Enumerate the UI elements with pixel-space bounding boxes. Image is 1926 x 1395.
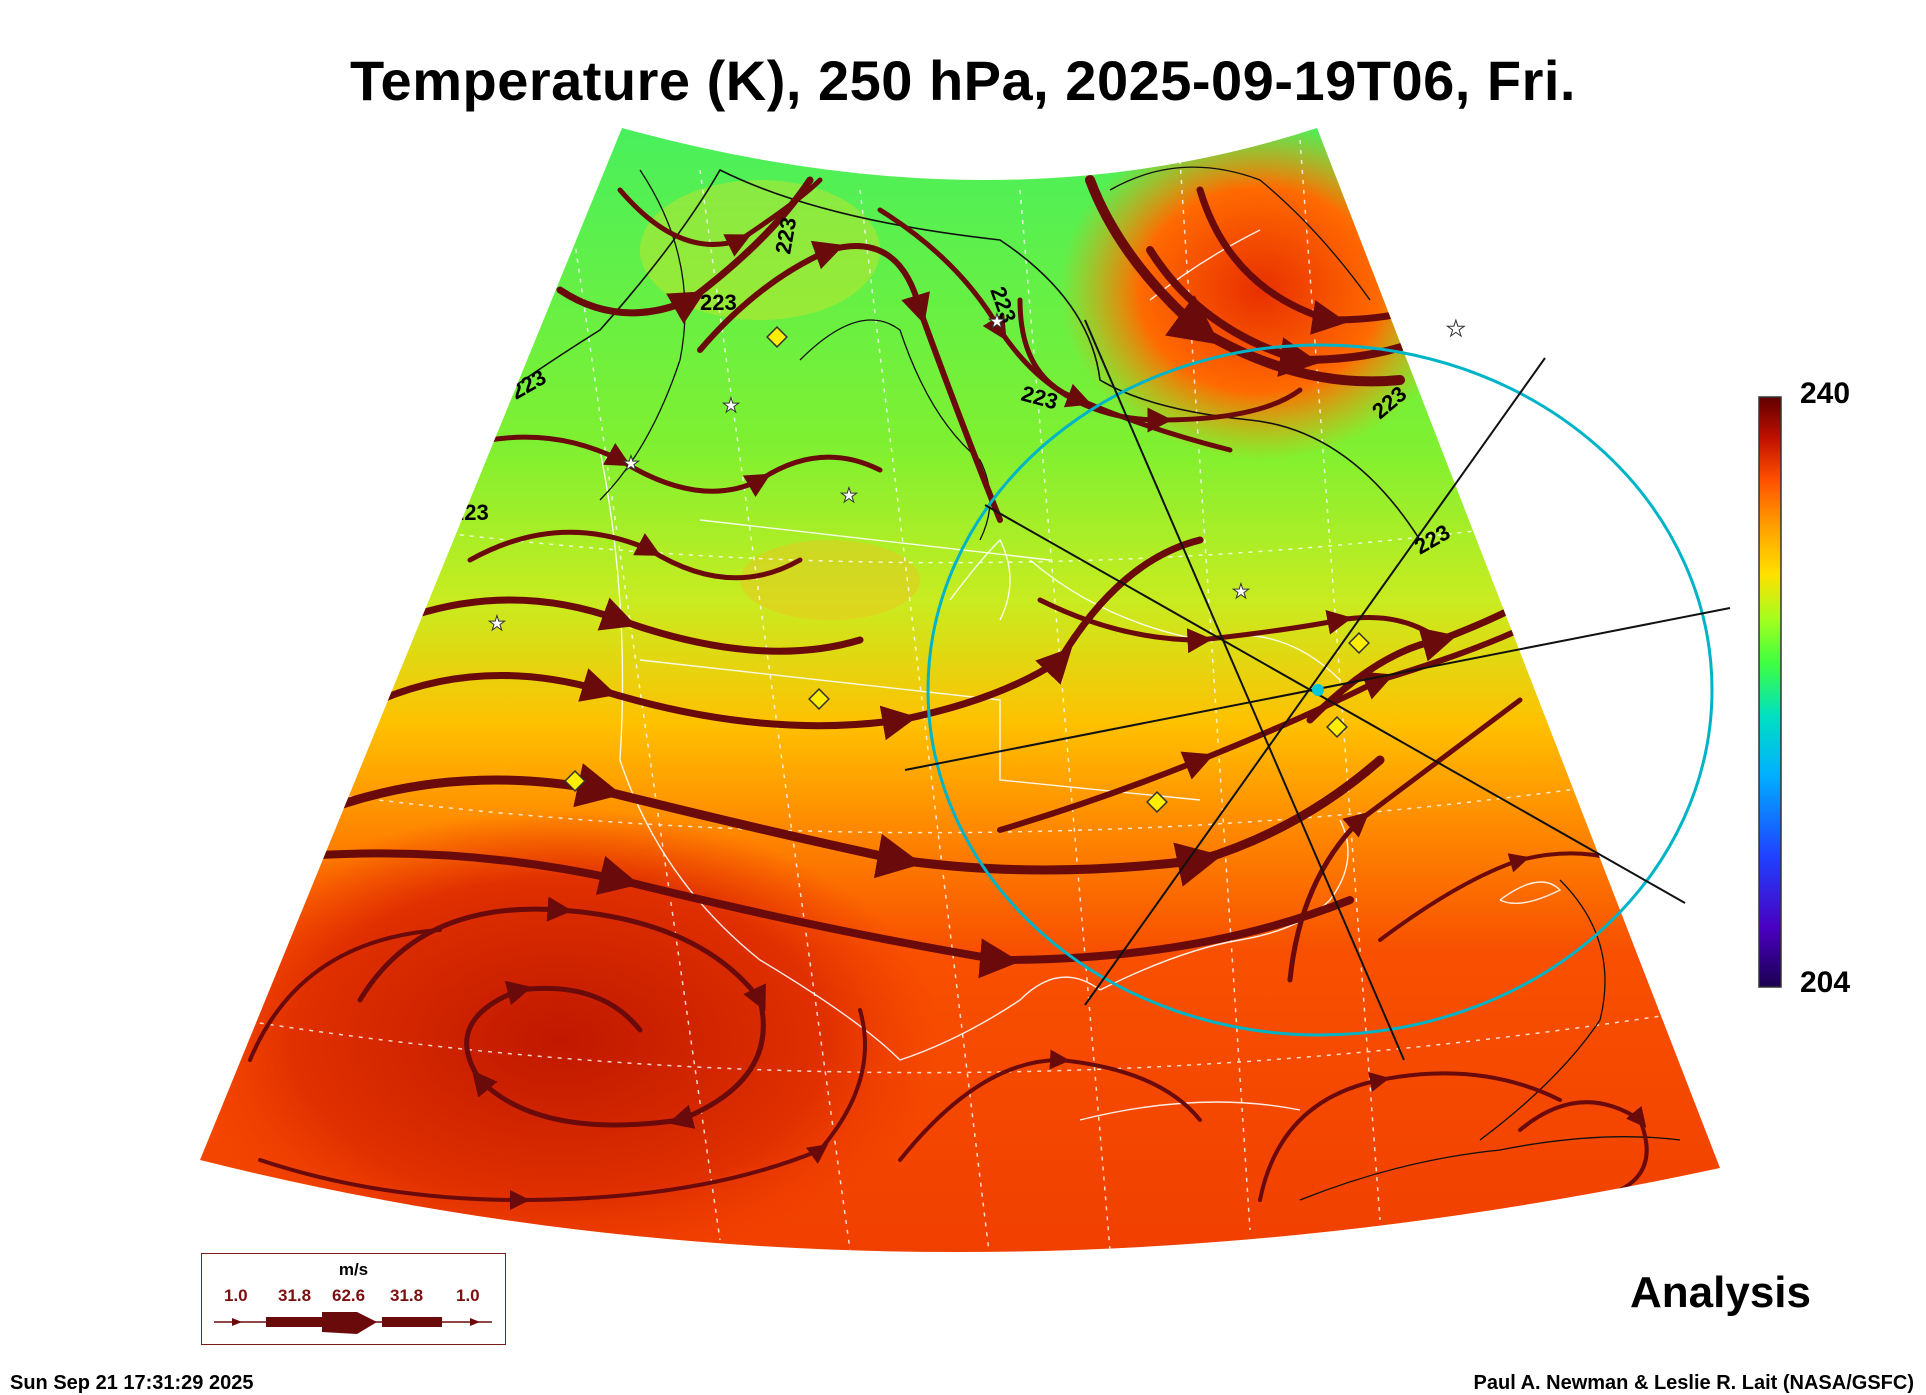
colorbar-max-label: 240 <box>1800 377 1851 410</box>
analysis-label: Analysis <box>1630 1268 1811 1317</box>
colorbar-min-label: 204 <box>1800 966 1851 999</box>
legend-value: 1.0 <box>456 1286 480 1305</box>
legend-value: 31.8 <box>390 1286 424 1305</box>
temperature-contour <box>439 168 1421 541</box>
colorbar <box>1758 396 1782 988</box>
wind-streamlines <box>248 175 1662 1210</box>
cross-section-overlay <box>904 319 1731 1061</box>
diamond-marker <box>1326 716 1348 738</box>
credit-text: Paul A. Newman & Leslie R. Lait (NASA/GS… <box>1473 1372 1914 1394</box>
legend-value: 31.8 <box>278 1286 312 1305</box>
diamond-marker <box>808 688 830 710</box>
contour-label: 223 <box>700 290 737 315</box>
star-marker: ★ <box>1232 581 1250 603</box>
contour-label: 223 <box>452 500 489 525</box>
map-title: Temperature (K), 250 hPa, 2025-09-19T06,… <box>350 49 1576 112</box>
radial-line <box>1084 357 1546 1006</box>
legend-value: 62.6 <box>332 1286 366 1305</box>
legend-unit: m/s <box>338 1260 369 1279</box>
diamond-marker <box>766 326 788 348</box>
diamond-marker <box>1146 791 1168 813</box>
star-marker: ★ <box>840 485 858 507</box>
radial-line <box>984 504 1686 904</box>
star-markers: ★ ★ ★ ★ ★ ★ <box>488 311 1251 636</box>
wind-speed-legend: m/s 1.0 31.8 62.6 31.8 1.0 <box>201 1253 506 1345</box>
diamond-marker <box>1348 632 1370 654</box>
center-marker <box>1312 684 1324 696</box>
range-circle <box>926 343 1714 1037</box>
station-markers <box>564 326 1370 813</box>
star-marker: ★ <box>1446 316 1466 341</box>
temperature-field: 223 223 223 223 223 223 223 223 ★ ★ ★ ★ … <box>200 128 1720 1253</box>
legend-value: 1.0 <box>224 1286 248 1305</box>
star-marker: ★ <box>488 613 506 635</box>
radial-line <box>1084 319 1405 1061</box>
legend-arrow <box>214 1312 492 1334</box>
star-marker: ★ <box>722 395 740 417</box>
star-marker: ★ <box>988 311 1006 333</box>
star-marker: ★ <box>622 453 640 475</box>
timestamp: Sun Sep 21 17:31:29 2025 <box>10 1372 254 1394</box>
diamond-marker <box>564 770 586 792</box>
